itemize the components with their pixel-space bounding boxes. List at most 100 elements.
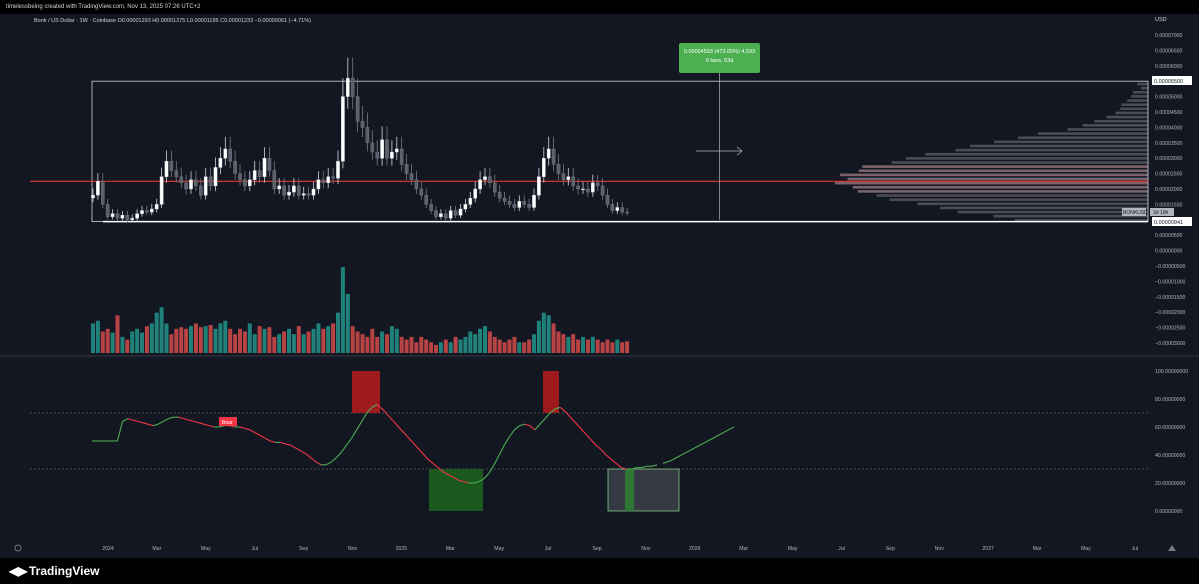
candle: [626, 212, 629, 213]
volume-bar: [351, 326, 355, 353]
candle: [170, 161, 173, 170]
volume-bar: [341, 267, 345, 353]
time-tick-label: Mar: [1033, 546, 1042, 552]
volume-bar: [610, 342, 614, 353]
osc-segment: [652, 465, 657, 466]
osc-segment: [484, 473, 489, 479]
volume-bar: [223, 321, 227, 353]
time-tick-label: Nov: [641, 546, 651, 552]
candle: [351, 78, 354, 96]
volume-bar: [233, 334, 237, 353]
settings-icon[interactable]: [15, 545, 21, 551]
osc-segment: [204, 424, 209, 425]
osc-segment: [153, 424, 158, 425]
candle: [121, 215, 124, 218]
volume-bar: [116, 315, 120, 353]
time-tick-label: 2024: [102, 546, 114, 552]
measure-line1: 0.00004593 (473.65%) 4,593: [684, 49, 755, 55]
candle: [405, 164, 408, 173]
candle: [498, 192, 501, 198]
profile-bar: [1018, 136, 1148, 139]
volume-bar: [184, 329, 188, 353]
time-tick-label: Jul: [1132, 546, 1139, 552]
volume-bar: [419, 337, 423, 353]
profile-bar: [859, 169, 1148, 172]
volume-bar: [512, 337, 516, 353]
volume-bar: [321, 329, 325, 353]
osc-segment: [362, 413, 367, 421]
candle: [469, 198, 472, 204]
candle: [518, 201, 521, 207]
osc-segment: [601, 449, 606, 455]
volume-bar: [361, 334, 365, 353]
volume-bar: [238, 329, 242, 353]
scroll-right-icon[interactable]: [1168, 545, 1176, 551]
candle: [459, 209, 462, 215]
osc-segment: [331, 458, 336, 462]
candle: [425, 195, 428, 204]
volume-bar: [316, 323, 320, 353]
candle: [180, 177, 183, 183]
candle: [224, 149, 227, 158]
osc-segment: [311, 458, 316, 462]
osc-segment: [397, 426, 402, 432]
osc-segment: [301, 451, 306, 454]
volume-bar: [488, 332, 492, 354]
candle: [444, 214, 447, 219]
osc-segment: [642, 466, 647, 467]
candle: [229, 149, 232, 161]
osc-segment: [392, 420, 397, 426]
candle: [297, 186, 300, 195]
bear-label-group: Bear: [219, 417, 237, 426]
candle: [528, 204, 531, 207]
osc-segment: [260, 435, 265, 438]
osc-segment: [285, 444, 290, 445]
candle: [601, 186, 604, 195]
price-tick-label: 0.00000500: [1155, 233, 1183, 239]
osc-segment: [347, 438, 352, 445]
overbought-zone: [543, 371, 559, 413]
volume-bar: [120, 337, 124, 353]
time-tick-label: May: [788, 546, 798, 552]
volume-bar: [527, 340, 531, 353]
candle: [332, 177, 335, 179]
osc-segment: [494, 455, 499, 465]
measure-line2: 9 bars, 63d: [706, 58, 734, 64]
price-tick-label: −0.00001000: [1155, 279, 1186, 285]
osc-segment: [280, 442, 285, 443]
candle: [287, 192, 290, 195]
osc-segment: [117, 421, 122, 441]
volume-bar: [331, 323, 335, 353]
candle: [361, 121, 364, 127]
candle: [532, 195, 535, 207]
profile-bar: [1094, 120, 1148, 123]
price-axis: 0.000070000.000065000.000060000.00005500…: [1155, 33, 1188, 515]
candle: [439, 214, 442, 217]
osc-segment: [570, 417, 575, 423]
candle: [464, 204, 467, 209]
tradingview-icon: ◀▶: [9, 564, 29, 578]
volume-bar: [282, 332, 286, 354]
candle: [493, 183, 496, 192]
measure-tool[interactable]: 0.00004593 (473.65%) 4,593 9 bars, 63d: [679, 43, 760, 73]
volume-bar: [312, 329, 316, 353]
price-tick-label: −0.00002000: [1155, 310, 1186, 316]
projection-segment: [679, 452, 687, 456]
candle: [155, 204, 158, 209]
osc-segment: [387, 414, 392, 420]
tradingview-logo[interactable]: ◀▶ TradingView: [9, 564, 99, 578]
candle: [381, 140, 384, 158]
osc-segment: [245, 428, 250, 429]
osc-segment: [499, 445, 504, 455]
volume-bar: [243, 332, 247, 354]
osc-segment: [189, 420, 194, 421]
volume-bar: [390, 326, 394, 353]
osc-segment: [606, 455, 611, 459]
time-tick-label: Nov: [935, 546, 945, 552]
profile-bar: [892, 161, 1148, 164]
osc-segment: [255, 433, 260, 436]
volume-bar: [370, 329, 374, 353]
profile-bar: [890, 198, 1148, 201]
time-tick-label: Jul: [251, 546, 258, 552]
osc-segment: [138, 421, 143, 422]
